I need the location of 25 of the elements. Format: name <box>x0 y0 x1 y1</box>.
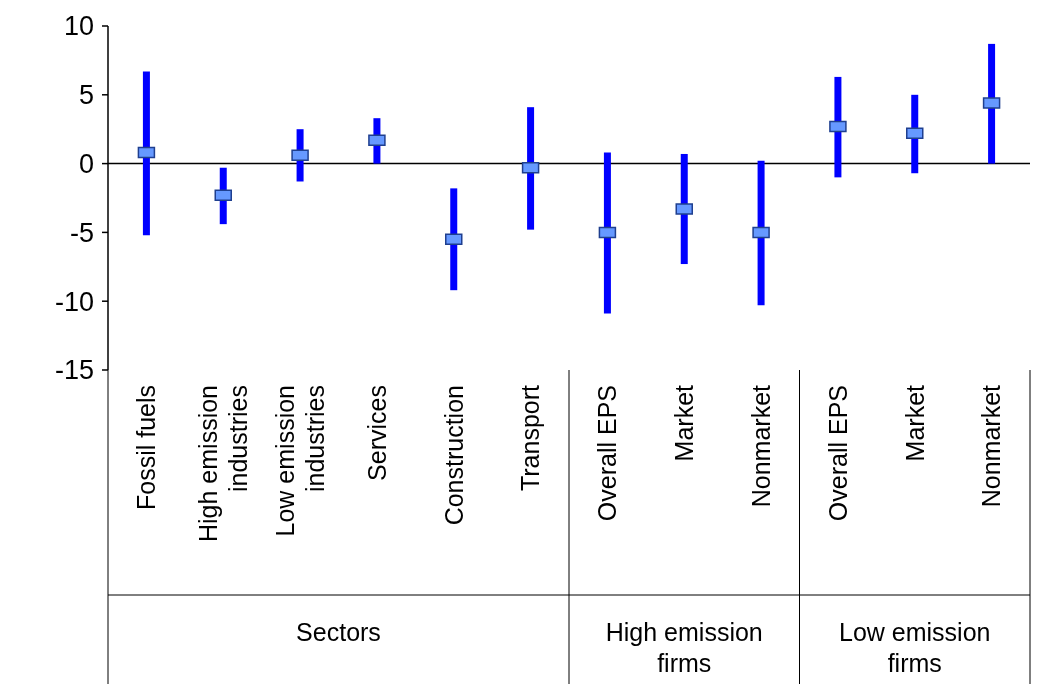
y-tick-label: 5 <box>78 80 94 111</box>
text: Sectors <box>296 618 381 646</box>
text: High emission firms <box>605 618 763 677</box>
y-tick-label: -5 <box>69 217 94 248</box>
y-tick-label: -10 <box>54 286 94 317</box>
y-tick-label: 10 <box>63 11 94 42</box>
x-tick-label: Market <box>670 384 698 462</box>
x-tick-label: Transport <box>516 384 545 492</box>
x-tick-label: High emission industries <box>194 385 252 543</box>
point <box>752 226 770 239</box>
x-tick-label: Nonmarket <box>977 384 1006 508</box>
point <box>291 149 309 162</box>
x-tick-label: Services <box>362 385 391 481</box>
x-tick-label: Overall EPS <box>593 385 622 522</box>
x-tick-label: Overall EPS <box>823 385 852 522</box>
x-tick-label: Market <box>900 384 929 462</box>
y-tick-label: 0 <box>78 149 94 180</box>
point <box>829 120 847 133</box>
y-tick-label: -15 <box>54 355 94 386</box>
point <box>445 233 463 246</box>
x-tick-label: Fossil fuels <box>132 385 161 511</box>
point <box>906 127 924 140</box>
x-tick-label: Construction <box>439 385 468 526</box>
x-tick-label: Nonmarket <box>746 384 775 508</box>
text: Low emission firms <box>839 618 991 677</box>
